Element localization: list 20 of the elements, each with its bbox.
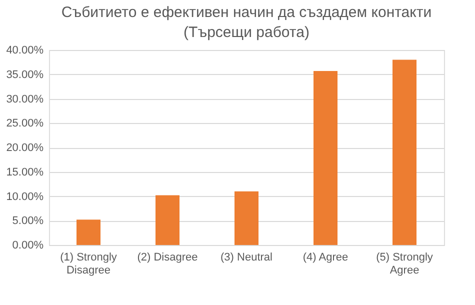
x-tick-label: (1) Strongly Disagree bbox=[60, 252, 118, 276]
y-tick-label: 15.00% bbox=[6, 166, 44, 178]
chart-title: Събитието е ефективен начин да създадем контакти (Търсещи работа) bbox=[61, 4, 432, 41]
y-tick-label: 25.00% bbox=[6, 118, 44, 130]
y-tick-label: 10.00% bbox=[6, 190, 44, 203]
x-tick-label: (3) Neutral bbox=[220, 252, 272, 264]
y-tick-label: 5.00% bbox=[12, 215, 44, 228]
bar bbox=[392, 60, 416, 245]
bar bbox=[156, 195, 180, 245]
y-tick-label: 0.00% bbox=[12, 240, 44, 252]
bar bbox=[234, 191, 258, 245]
x-tick-label: (4) Agree bbox=[302, 252, 348, 264]
y-tick-label: 20.00% bbox=[6, 142, 44, 154]
bar bbox=[76, 220, 100, 245]
x-tick-label: (2) Disagree bbox=[137, 252, 198, 264]
y-tick-label: 30.00% bbox=[6, 93, 44, 106]
bar bbox=[314, 70, 338, 245]
y-tick-label: 35.00% bbox=[6, 68, 44, 81]
x-tick-label: (5) Strongly Agree bbox=[376, 252, 434, 276]
y-tick-label: 40.00% bbox=[6, 44, 44, 56]
